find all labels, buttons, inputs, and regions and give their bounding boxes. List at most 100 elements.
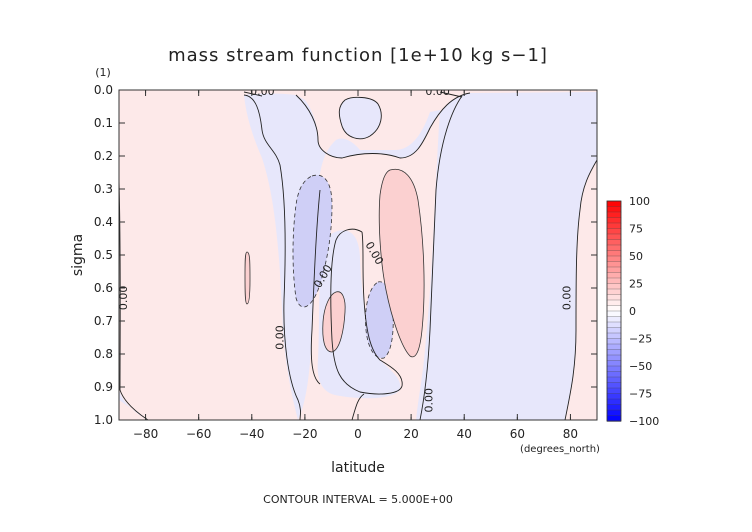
y-tick-label: 1.0 <box>94 413 113 427</box>
x-tick-label: −40 <box>239 427 264 441</box>
colorbar-swatch <box>606 343 622 351</box>
colorbar-swatch <box>606 294 622 301</box>
colorbar-swatch <box>606 266 622 274</box>
colorbar-label: −50 <box>629 360 652 373</box>
x-tick-label: −60 <box>186 427 211 441</box>
colorbar-swatch <box>606 305 622 312</box>
y-axis-title: sigma <box>70 234 86 276</box>
colorbar-swatch <box>606 349 622 356</box>
x-axis-ticks: −80 −60 −40 −20 0 20 40 60 80 <box>133 90 578 441</box>
colorbar-label: −25 <box>629 333 652 346</box>
zero-contour-bottom-center <box>330 228 403 395</box>
negative-region-top-center <box>339 97 382 139</box>
colorbar-swatch <box>606 316 622 323</box>
contour-labels: 0.00 0.000.000.000.000.000.000.00 <box>117 85 573 413</box>
y-tick-label: 0.7 <box>94 314 113 328</box>
x-tick-label: 0 <box>354 427 362 441</box>
colorbar-label: −75 <box>629 388 652 401</box>
y-tick-label: 0.4 <box>94 215 113 229</box>
colorbar-swatch <box>606 371 622 378</box>
positive-cell-small <box>322 291 346 353</box>
colorbar-swatch <box>606 327 622 334</box>
zero-contour-top-center <box>338 96 382 140</box>
contour-label: 0.00 <box>425 85 450 98</box>
colorbar-swatch <box>606 239 622 246</box>
colorbar-swatch <box>606 404 622 411</box>
colorbar-swatch <box>606 211 622 219</box>
x-unit-label: (degrees_north) <box>520 444 600 455</box>
x-tick-label: 40 <box>457 427 472 441</box>
x-axis-title: latitude <box>331 460 385 476</box>
colorbar-swatch <box>606 228 622 235</box>
colorbar-swatch <box>606 206 622 213</box>
colorbar-swatch <box>606 365 622 373</box>
x-tick-label: 60 <box>510 427 525 441</box>
x-tick-label: −20 <box>292 427 317 441</box>
colorbar-swatch <box>606 321 622 329</box>
zero-contour-bottom-gap <box>351 393 365 420</box>
contour-label: 0.00 <box>422 388 435 413</box>
colorbar-swatch <box>606 272 622 279</box>
colorbar-swatch <box>606 376 622 384</box>
contour-label: 0.00 <box>560 286 573 311</box>
colorbar-swatch <box>606 288 622 296</box>
y-unit-label: (1) <box>95 66 111 79</box>
colorbar-swatch <box>606 222 622 230</box>
colorbar-swatch <box>606 398 622 406</box>
colorbar-swatch <box>606 387 622 395</box>
zero-contour-right-edge <box>564 159 597 420</box>
y-tick-label: 0.3 <box>94 182 113 196</box>
x-tick-label: −80 <box>133 427 158 441</box>
y-axis-ticks: 0.0 0.1 0.2 0.3 0.4 0.5 0.6 0.7 0.8 0.9 1.0 <box>94 83 597 427</box>
zero-contour-top <box>295 92 471 159</box>
y-tick-label: 0.0 <box>94 83 113 97</box>
contour-label: 0.00 <box>117 286 130 311</box>
colorbar-swatch <box>606 299 622 307</box>
y-tick-label: 0.1 <box>94 116 113 130</box>
y-tick-label: 0.8 <box>94 347 113 361</box>
y-tick-label: 0.2 <box>94 149 113 163</box>
zero-contours <box>119 91 597 420</box>
colorbar-swatch <box>606 283 622 290</box>
contour-label: 0.00 <box>250 85 275 98</box>
zero-contour-right-column <box>419 95 463 420</box>
colorbar-swatch <box>606 200 622 208</box>
colorbar-swatch <box>606 360 622 367</box>
colorbar-label: 25 <box>629 278 643 291</box>
colorbar-label: 50 <box>629 250 643 263</box>
zero-contour-inner-left <box>310 189 321 385</box>
y-tick-label: 0.9 <box>94 380 113 394</box>
colorbar-swatch <box>606 244 622 252</box>
colorbar-swatch <box>606 310 622 318</box>
x-tick-label: 80 <box>563 427 578 441</box>
negative-region-main <box>119 92 597 420</box>
positive-sliver <box>244 251 251 305</box>
colorbar: 100 75 50 25 0 −25 −50 −75 −100 <box>606 195 659 428</box>
colorbar-swatch <box>606 255 622 263</box>
colorbar-swatch <box>606 338 622 345</box>
negative-cell-left <box>292 174 333 308</box>
contour-label: 0.00 <box>274 325 287 350</box>
colorbar-swatch <box>606 261 622 268</box>
colorbar-swatch <box>606 382 622 389</box>
contour-interval-footer: CONTOUR INTERVAL = 5.000E+00 <box>263 493 453 506</box>
negative-region-bottom-center <box>317 230 401 399</box>
chart-title: mass stream function [1e+10 kg s−1] <box>168 45 548 66</box>
zero-contour-left-edge <box>119 179 149 420</box>
colorbar-swatch <box>606 332 622 340</box>
x-tick-label: 20 <box>403 427 418 441</box>
colorbar-label: −100 <box>629 415 659 428</box>
colorbar-label: 100 <box>629 195 650 208</box>
plot-area: 0.00 0.000.000.000.000.000.000.00 <box>117 85 597 420</box>
colorbar-swatch <box>606 217 622 224</box>
zero-contour-top-ticks <box>243 91 463 98</box>
positive-cell-center <box>378 168 425 358</box>
colorbar-swatch <box>606 409 622 417</box>
colorbar-label: 0 <box>629 305 636 318</box>
colorbar-label: 75 <box>629 223 643 236</box>
zero-contour-left-column <box>243 94 301 420</box>
colorbar-swatch <box>606 393 622 400</box>
colorbar-swatch <box>606 233 622 241</box>
colorbar-swatch <box>606 250 622 257</box>
